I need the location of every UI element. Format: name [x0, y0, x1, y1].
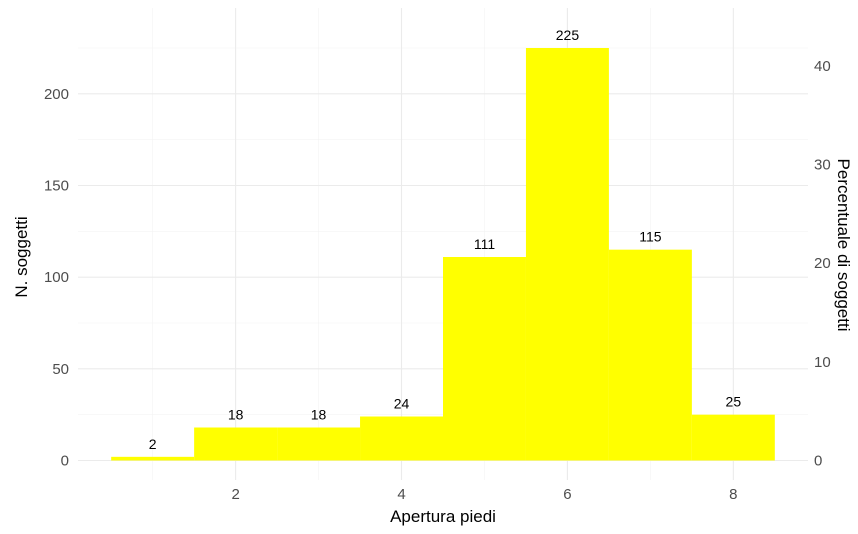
y-axis-ticks: 0 50 100 150 200 [44, 86, 69, 470]
x-tick-label: 8 [729, 486, 737, 503]
y-axis-title: N. soggetti [12, 216, 31, 297]
y-tick-label: 200 [44, 86, 69, 103]
bar [360, 416, 443, 461]
y2-tick-label: 0 [814, 453, 822, 470]
y-tick-label: 100 [44, 269, 69, 286]
bar [691, 414, 775, 461]
y2-tick-label: 10 [814, 354, 831, 371]
y-tick-label: 50 [52, 361, 69, 378]
y-tick-label: 0 [61, 453, 69, 470]
x-axis-ticks: 2 4 6 8 [231, 486, 737, 503]
bars [111, 48, 775, 461]
x-tick-label: 6 [563, 486, 571, 503]
data-label: 24 [394, 396, 410, 412]
data-label: 18 [311, 407, 327, 423]
bar [194, 427, 278, 461]
data-label: 111 [474, 236, 495, 252]
data-label: 225 [556, 27, 580, 43]
bar [111, 456, 195, 461]
y2-axis-title: Percentuale di soggetti [834, 159, 853, 332]
bar [277, 427, 361, 461]
data-labels: 2 18 18 24 111 225 115 25 [149, 27, 742, 452]
data-label: 2 [149, 436, 157, 452]
bar [608, 249, 692, 461]
y2-tick-label: 40 [814, 58, 831, 75]
y-tick-label: 150 [44, 178, 69, 195]
y2-axis-ticks: 0 10 20 30 40 [814, 58, 831, 470]
y2-tick-label: 20 [814, 255, 831, 272]
y2-tick-label: 30 [814, 157, 831, 174]
bar [525, 48, 609, 461]
x-axis-title: Apertura piedi [390, 507, 496, 526]
data-label: 25 [726, 394, 742, 410]
x-tick-label: 4 [397, 486, 405, 503]
data-label: 18 [228, 407, 244, 423]
x-tick-label: 2 [231, 486, 239, 503]
data-label: 115 [639, 229, 662, 245]
bar [443, 257, 526, 461]
